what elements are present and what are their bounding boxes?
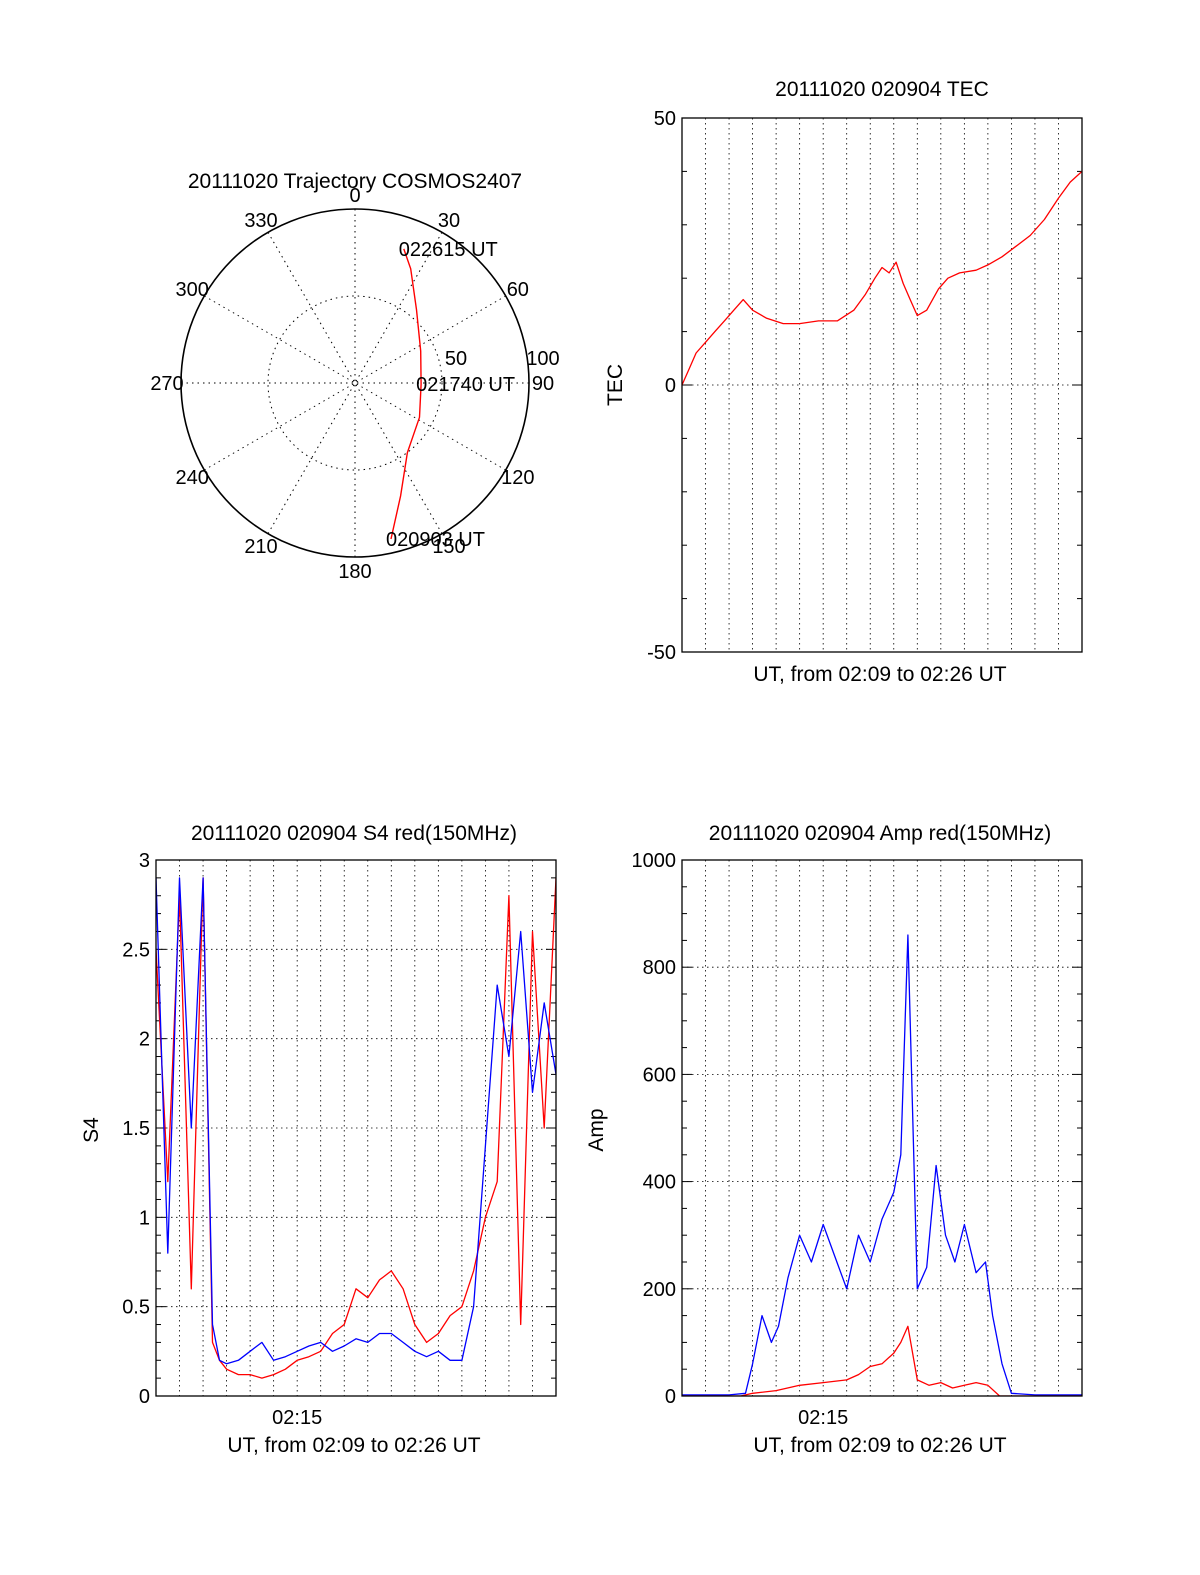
polar-trajectory-line bbox=[390, 248, 422, 540]
polar-annotation: 021740 UT bbox=[416, 374, 515, 396]
series-line bbox=[682, 934, 1082, 1396]
y-tick-label: 2.5 bbox=[122, 939, 150, 961]
plot-frame bbox=[681, 859, 1083, 1397]
polar-angle-label: 150 bbox=[432, 536, 465, 558]
s4-ylabel: S4 bbox=[80, 1117, 103, 1143]
plot-frame bbox=[155, 859, 557, 1397]
tec-xlabel: UT, from 02:09 to 02:26 UT bbox=[753, 663, 1006, 686]
x-tick-label: 02:15 bbox=[798, 1407, 848, 1429]
s4-plot-area: 0 0.5 1 1.5 2 2.5 3 02:15 bbox=[122, 850, 557, 1429]
polar-angle-label: 180 bbox=[338, 561, 371, 583]
polar-angle-label: 90 bbox=[532, 373, 554, 395]
amp-plot-area: 0 200 400 600 800 1000 02:15 bbox=[632, 850, 1083, 1429]
s4-panel: 20111020 020904 S4 red(150MHz) S4 UT, fr… bbox=[80, 822, 557, 1457]
polar-angle-label: 60 bbox=[507, 279, 529, 301]
y-tick-label: -50 bbox=[647, 642, 676, 664]
series-line bbox=[682, 1325, 1082, 1396]
polar-angle-label: 240 bbox=[175, 467, 208, 489]
polar-angle-label: 210 bbox=[244, 536, 277, 558]
polar-annotation: 020903 UT bbox=[386, 529, 485, 551]
tec-panel: 20111020 020904 TEC TEC UT, from 02:09 t… bbox=[604, 78, 1083, 686]
series-line bbox=[156, 877, 556, 1365]
polar-annotations: 022615 UT 021740 UT 020903 UT bbox=[386, 239, 515, 551]
y-tick-label: 1 bbox=[139, 1207, 150, 1229]
polar-angle-label: 30 bbox=[438, 210, 460, 232]
polar-title: 20111020 Trajectory COSMOS2407 bbox=[188, 170, 522, 193]
y-tick-label: 1.5 bbox=[122, 1118, 150, 1140]
y-tick-label: 3 bbox=[139, 850, 150, 872]
polar-inner-circle bbox=[267, 295, 443, 471]
polar-annotation: 022615 UT bbox=[399, 239, 498, 261]
plot-frame bbox=[681, 117, 1083, 653]
polar-series bbox=[390, 248, 422, 540]
y-tick-label: 0 bbox=[139, 1386, 150, 1408]
amp-ylabel: Amp bbox=[585, 1108, 608, 1151]
polar-angle-label: 270 bbox=[150, 373, 183, 395]
amp-xlabel: UT, from 02:09 to 02:26 UT bbox=[753, 1434, 1006, 1457]
polar-radius-label: 50 bbox=[445, 348, 467, 370]
y-tick-label: 600 bbox=[643, 1064, 676, 1086]
polar-angle-labels: 0 30 60 90 120 150 180 210 240 270 300 330 bbox=[150, 185, 554, 583]
polar-angle-label: 0 bbox=[349, 185, 360, 207]
polar-angle-label: 330 bbox=[244, 210, 277, 232]
y-tick-label: 800 bbox=[643, 957, 676, 979]
tec-ylabel: TEC bbox=[604, 364, 627, 406]
y-tick-label: 400 bbox=[643, 1172, 676, 1194]
polar-angle-label: 120 bbox=[501, 467, 534, 489]
series-line bbox=[682, 170, 1082, 386]
tec-title: 20111020 020904 TEC bbox=[775, 78, 989, 101]
y-tick-label: 200 bbox=[643, 1279, 676, 1301]
s4-title: 20111020 020904 S4 red(150MHz) bbox=[191, 822, 517, 845]
y-tick-label: 50 bbox=[654, 108, 676, 130]
y-tick-label: 1000 bbox=[632, 850, 677, 872]
polar-radius-labels: 50 100 bbox=[445, 348, 560, 370]
y-tick-label: 2 bbox=[139, 1029, 150, 1051]
amp-panel: 20111020 020904 Amp red(150MHz) Amp UT, … bbox=[585, 822, 1083, 1457]
y-tick-label: 0.5 bbox=[122, 1297, 150, 1319]
amp-title: 20111020 020904 Amp red(150MHz) bbox=[709, 822, 1051, 845]
x-tick-label: 02:15 bbox=[272, 1407, 322, 1429]
s4-xlabel: UT, from 02:09 to 02:26 UT bbox=[227, 1434, 480, 1457]
y-tick-label: 0 bbox=[665, 1386, 676, 1408]
polar-grid bbox=[180, 208, 530, 558]
polar-panel: 20111020 Trajectory COSMOS2407 0 30 60 90 12… bbox=[150, 170, 559, 583]
polar-angle-label: 300 bbox=[175, 279, 208, 301]
tec-plot-area: -50 0 50 bbox=[647, 108, 1083, 664]
y-tick-label: 0 bbox=[665, 375, 676, 397]
polar-radius-label: 100 bbox=[526, 348, 559, 370]
